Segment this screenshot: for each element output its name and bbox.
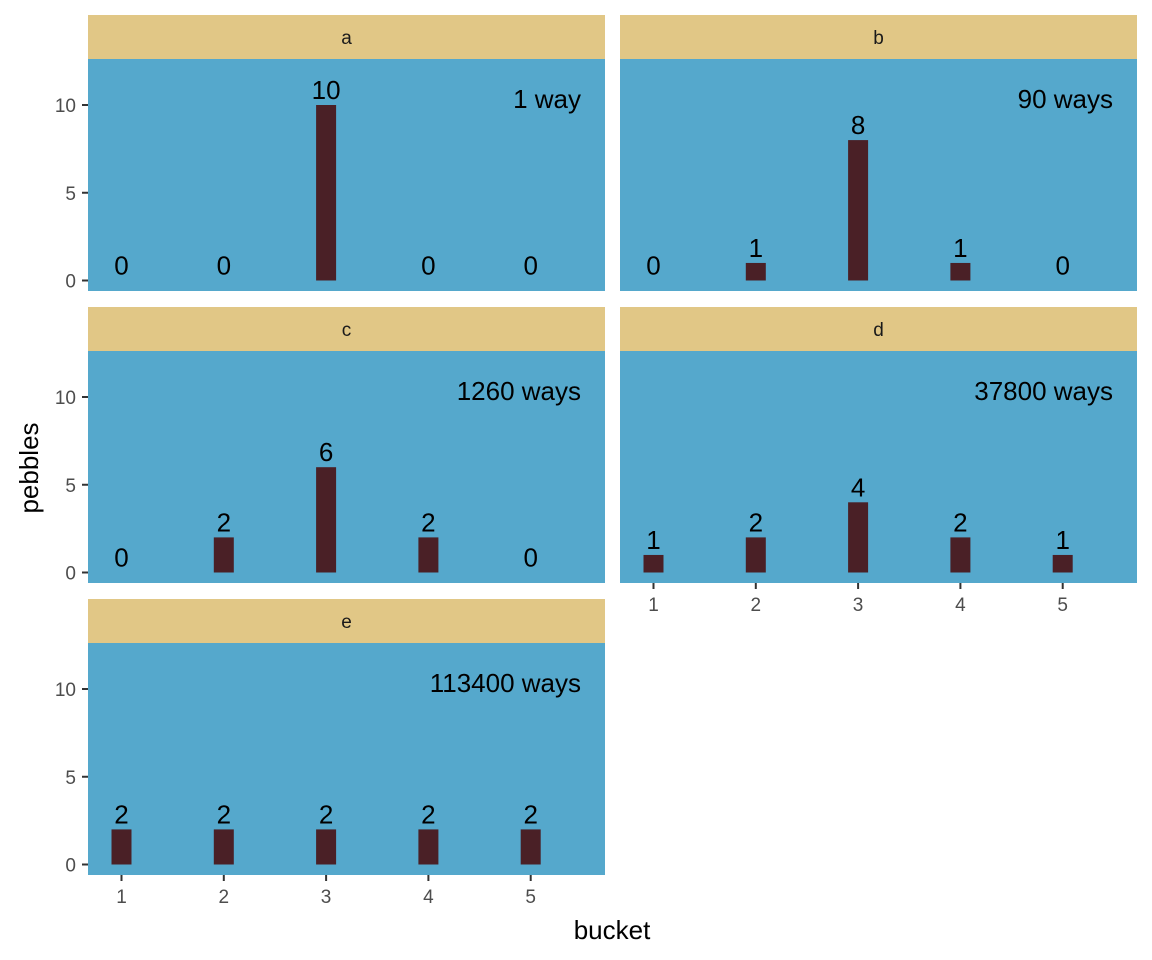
bar-b-3 bbox=[848, 140, 869, 281]
bar-label-b-2: 1 bbox=[749, 233, 763, 263]
ways-annotation-b: 90 ways bbox=[1018, 84, 1113, 114]
x-axis-title: bucket bbox=[574, 915, 651, 945]
y-tick-label-c-5: 5 bbox=[65, 476, 76, 497]
facet-strip-label-a: a bbox=[341, 28, 352, 49]
x-tick-label-e-3: 3 bbox=[321, 887, 332, 908]
ways-annotation-e: 113400 ways bbox=[430, 668, 581, 698]
bar-e-4 bbox=[418, 829, 439, 865]
facet-panel-a: a 0 0 10 0 0 1 way 0 5 10 bbox=[55, 15, 605, 293]
y-tick-label-e-5: 5 bbox=[65, 768, 76, 789]
bar-label-d-2: 2 bbox=[749, 507, 763, 537]
y-tick-label-c-10: 10 bbox=[55, 388, 76, 409]
bar-label-b-1: 0 bbox=[646, 251, 660, 281]
facet-strip-c bbox=[88, 307, 605, 351]
bar-label-e-4: 2 bbox=[421, 799, 435, 829]
bar-label-e-3: 2 bbox=[319, 799, 333, 829]
facet-panel-b: b 0 1 8 1 0 90 ways bbox=[620, 15, 1137, 291]
bar-label-a-1: 0 bbox=[114, 251, 128, 281]
bar-a-3 bbox=[316, 105, 337, 281]
bar-d-1 bbox=[643, 554, 664, 573]
facet-panel-c: c 0 2 6 2 0 1260 ways 0 5 10 bbox=[55, 307, 605, 585]
x-tick-label-e-1: 1 bbox=[116, 887, 127, 908]
bar-label-c-1: 0 bbox=[114, 543, 128, 573]
panel-background-b bbox=[620, 59, 1137, 291]
bar-label-d-5: 1 bbox=[1055, 525, 1069, 555]
bar-b-4 bbox=[950, 262, 971, 281]
bar-label-c-5: 0 bbox=[523, 543, 537, 573]
bar-label-d-4: 2 bbox=[953, 507, 967, 537]
x-tick-label-d-3: 3 bbox=[853, 595, 864, 616]
bar-e-3 bbox=[316, 829, 337, 865]
bar-label-d-1: 1 bbox=[646, 525, 660, 555]
bar-e-5 bbox=[520, 829, 541, 865]
ways-annotation-c: 1260 ways bbox=[457, 376, 581, 406]
facet-strip-e bbox=[88, 599, 605, 643]
x-tick-label-e-2: 2 bbox=[219, 887, 230, 908]
bar-label-a-4: 0 bbox=[421, 251, 435, 281]
y-tick-label-a-0: 0 bbox=[65, 272, 76, 293]
facet-strip-label-d: d bbox=[873, 320, 884, 341]
bar-label-a-3: 10 bbox=[312, 75, 341, 105]
x-tick-label-e-4: 4 bbox=[423, 887, 434, 908]
x-tick-label-d-2: 2 bbox=[751, 595, 762, 616]
bar-label-e-2: 2 bbox=[217, 799, 231, 829]
panel-background-e bbox=[88, 643, 605, 875]
panel-background-d bbox=[620, 351, 1137, 583]
facet-strip-label-e: e bbox=[341, 612, 352, 633]
bar-label-d-3: 4 bbox=[851, 472, 865, 502]
x-tick-label-d-4: 4 bbox=[955, 595, 966, 616]
panel-background-c bbox=[88, 351, 605, 583]
x-tick-label-e-5: 5 bbox=[525, 887, 536, 908]
bar-label-b-4: 1 bbox=[953, 233, 967, 263]
ways-annotation-d: 37800 ways bbox=[974, 376, 1113, 406]
y-tick-label-e-0: 0 bbox=[65, 856, 76, 877]
y-tick-label-e-10: 10 bbox=[55, 680, 76, 701]
bar-label-b-5: 0 bbox=[1055, 251, 1069, 281]
bar-c-4 bbox=[418, 537, 439, 573]
facet-strip-a bbox=[88, 15, 605, 59]
bar-d-4 bbox=[950, 537, 971, 573]
bar-d-5 bbox=[1052, 554, 1073, 573]
y-tick-label-a-10: 10 bbox=[55, 96, 76, 117]
y-tick-label-a-5: 5 bbox=[65, 184, 76, 205]
bar-label-e-1: 2 bbox=[114, 799, 128, 829]
bar-b-2 bbox=[745, 262, 766, 281]
bar-d-3 bbox=[848, 502, 869, 573]
x-tick-label-d-1: 1 bbox=[648, 595, 659, 616]
bar-d-2 bbox=[745, 537, 766, 573]
panel-background-a bbox=[88, 59, 605, 291]
facet-strip-label-c: c bbox=[342, 320, 352, 341]
facet-panel-d: d 1 2 4 2 1 37800 ways 1 2 3 4 5 bbox=[620, 307, 1137, 616]
y-tick-label-c-0: 0 bbox=[65, 564, 76, 585]
facet-strip-label-b: b bbox=[873, 28, 884, 49]
bar-label-c-3: 6 bbox=[319, 437, 333, 467]
x-tick-label-d-5: 5 bbox=[1057, 595, 1068, 616]
bar-label-c-2: 2 bbox=[217, 507, 231, 537]
bar-label-a-2: 0 bbox=[217, 251, 231, 281]
facet-panel-e: e 2 2 2 2 2 113400 ways 0 5 10 1 2 3 4 5 bbox=[55, 599, 605, 908]
y-axis-title: pebbles bbox=[14, 422, 44, 513]
bar-label-a-5: 0 bbox=[523, 251, 537, 281]
facet-strip-d bbox=[620, 307, 1137, 351]
bar-label-e-5: 2 bbox=[523, 799, 537, 829]
facet-strip-b bbox=[620, 15, 1137, 59]
bar-c-2 bbox=[213, 537, 234, 573]
bar-label-c-4: 2 bbox=[421, 507, 435, 537]
bar-e-2 bbox=[213, 829, 234, 865]
bar-c-3 bbox=[316, 467, 337, 573]
bar-label-b-3: 8 bbox=[851, 110, 865, 140]
ways-annotation-a: 1 way bbox=[513, 84, 581, 114]
bar-e-1 bbox=[111, 829, 132, 865]
